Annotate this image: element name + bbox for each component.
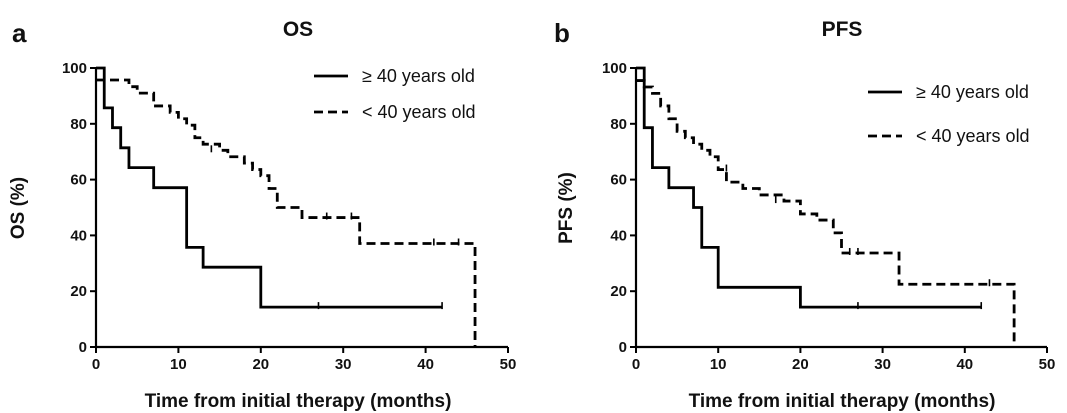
x-tick-label: 0 [632, 356, 640, 373]
axes-os [94, 68, 508, 349]
x-tick-label: 30 [874, 356, 891, 373]
y-tick-label: 0 [79, 339, 87, 356]
panel-letter-a: a [12, 18, 27, 48]
x-tick-label: 40 [417, 356, 434, 373]
series-os [96, 66, 477, 347]
ticks-pfs: 0 20 40 60 80 100 0 10 20 30 40 50 [602, 60, 1055, 373]
x-tick-label: 50 [1039, 356, 1056, 373]
legend-os: ≥ 40 years old < 40 years old [314, 66, 476, 122]
x-tick-label: 20 [792, 356, 809, 373]
y-tick-label: 100 [602, 60, 627, 77]
ticks-os: 0 20 40 60 80 100 0 10 20 30 40 50 [62, 60, 516, 373]
y-tick-label: 100 [62, 60, 87, 77]
x-axis-label-os: Time from initial therapy (months) [145, 391, 452, 412]
y-tick-label: 40 [610, 227, 627, 244]
x-tick-label: 10 [170, 356, 187, 373]
y-tick-label: 80 [70, 116, 87, 133]
legend-pfs: ≥ 40 years old < 40 years old [868, 82, 1030, 146]
series-line-ge40 [636, 66, 982, 309]
x-tick-label: 0 [92, 356, 100, 373]
x-tick-label: 30 [335, 356, 352, 373]
y-tick-label: 40 [70, 227, 87, 244]
chart-title-os: OS [283, 18, 313, 41]
y-axis-label-os: OS (%) [8, 177, 29, 239]
axes-pfs [634, 68, 1047, 349]
y-tick-label: 20 [610, 283, 627, 300]
panel-letter-b: b [554, 18, 570, 48]
x-tick-label: 50 [500, 356, 517, 373]
series-line-lt40 [96, 78, 477, 347]
y-tick-label: 80 [610, 116, 627, 133]
series-pfs [636, 66, 1016, 347]
x-tick-label: 40 [956, 356, 973, 373]
chart-panel-b: b PFS Time from initial therapy (months)… [554, 18, 1055, 412]
y-tick-label: 60 [610, 172, 627, 189]
series-line-ge40 [96, 66, 443, 309]
x-tick-label: 20 [252, 356, 269, 373]
x-tick-label: 10 [710, 356, 727, 373]
y-tick-label: 0 [619, 339, 627, 356]
chart-panel-a: a OS Time from initial therapy (months) … [8, 18, 516, 412]
legend-label-ge40: ≥ 40 years old [362, 66, 475, 86]
series-line-lt40 [636, 79, 1016, 347]
x-axis-label-pfs: Time from initial therapy (months) [689, 391, 996, 412]
legend-label-lt40: < 40 years old [362, 102, 476, 122]
y-axis-label-pfs: PFS (%) [556, 172, 577, 244]
legend-label-lt40: < 40 years old [916, 126, 1030, 146]
y-tick-label: 20 [70, 283, 87, 300]
legend-label-ge40: ≥ 40 years old [916, 82, 1029, 102]
chart-title-pfs: PFS [822, 18, 863, 41]
y-tick-label: 60 [70, 172, 87, 189]
